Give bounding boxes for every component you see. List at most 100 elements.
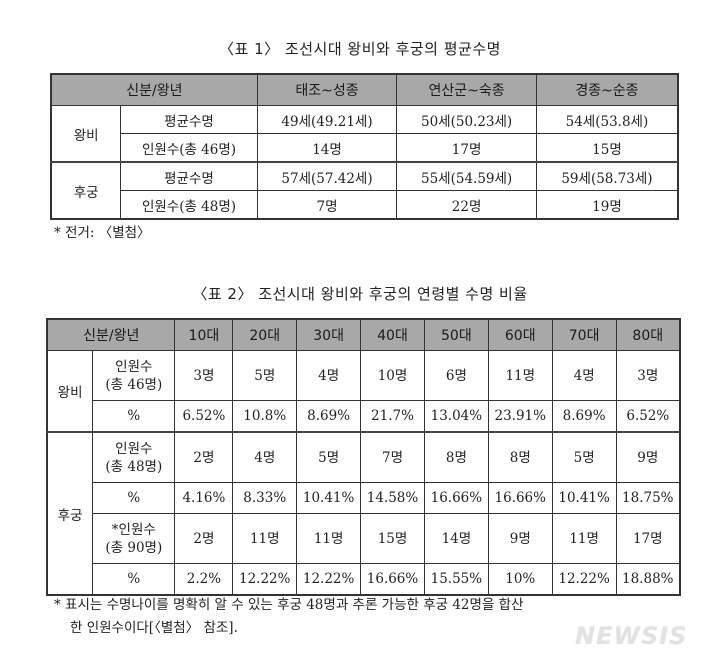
cell: 54세(53.8세) <box>535 105 679 134</box>
cell: 19명 <box>535 190 679 220</box>
cell: 23.91% <box>487 400 553 433</box>
cell: 4명 <box>232 431 298 483</box>
cell: 2.2% <box>174 563 234 596</box>
table2-lifespan-by-age: 신분/왕년 10대 20대 30대 40대 50대 60대 70대 80대 왕비… <box>46 318 681 596</box>
cell: 14명 <box>256 133 398 163</box>
cell: 4명 <box>296 350 362 401</box>
header-70s: 70대 <box>551 318 617 351</box>
table-row: *인원수 (총 90명) 2명 11명 11명 15명 14명 9명 11명 1… <box>47 513 681 564</box>
cell: 3명 <box>174 350 234 401</box>
header-gyeongjong-sunjong: 경종~순종 <box>535 73 679 106</box>
table-row: 왕비 평균수명 49세(49.21세) 50세(50.23세) 54세(53.8… <box>50 105 679 163</box>
cell: 6명 <box>423 350 489 401</box>
header-status-reign: 신분/왕년 <box>46 318 176 351</box>
row-label: 평균수명 <box>120 105 258 134</box>
cell: 11명 <box>296 513 362 564</box>
cell: 5명 <box>551 431 617 483</box>
row-label-line1: *인원수 <box>111 521 156 538</box>
row-label-line1: 인원수 <box>115 358 153 375</box>
cell: 8.33% <box>232 482 298 514</box>
cell: 12.22% <box>296 563 362 596</box>
row-label: 인원수(총 46명) <box>120 133 258 163</box>
row-label-line2: (총 46명) <box>105 376 163 393</box>
cell: 8.69% <box>296 400 362 433</box>
row-label: % <box>92 400 176 433</box>
group-label-queen: 왕비 <box>50 105 122 163</box>
cell: 4.16% <box>174 482 234 514</box>
table1-title: 〈표 1〉 조선시대 왕비와 후궁의 평균수명 <box>219 40 501 58</box>
table-row: 인원수(총 46명) 14명 17명 15명 <box>51 133 679 163</box>
header-taejo-seongjong: 태조~성종 <box>256 73 398 106</box>
cell: 17명 <box>396 133 537 163</box>
cell: 17명 <box>615 513 681 564</box>
cell: 2명 <box>174 513 234 564</box>
cell: 16.66% <box>423 482 489 514</box>
table-row: % 2.2% 12.22% 12.22% 16.66% 15.55% 10% 1… <box>47 563 681 596</box>
table1-source-note: * 전거: 〈별첨〉 <box>54 225 151 241</box>
cell: 18.75% <box>615 482 681 514</box>
table2-title: 〈표 2〉 조선시대 왕비와 후궁의 연령별 수명 비율 <box>192 285 528 303</box>
cell: 8.69% <box>551 400 617 433</box>
row-label: 인원수 (총 48명) <box>92 431 176 483</box>
table-row: % 6.52% 10.8% 8.69% 21.7% 13.04% 23.91% … <box>47 400 681 433</box>
table-row: 후궁 인원수 (총 48명) 2명 4명 5명 7명 8명 8명 5명 9명 <box>46 431 681 596</box>
cell: 3명 <box>615 350 681 401</box>
cell: 59세(58.73세) <box>535 161 679 191</box>
cell: 18.88% <box>615 563 681 596</box>
cell: 10% <box>487 563 553 596</box>
cell: 14명 <box>423 513 489 564</box>
cell: 10.8% <box>232 400 298 433</box>
cell: 49세(49.21세) <box>256 105 398 134</box>
cell: 6.52% <box>615 400 681 433</box>
table2-footnote-line2: 한 인원수이다[〈별첨〉 참조]. <box>70 620 238 636</box>
newsis-watermark-logo: NEWSIS <box>575 622 688 650</box>
cell: 21.7% <box>360 400 425 433</box>
cell: 14.58% <box>360 482 425 514</box>
header-50s: 50대 <box>423 318 489 351</box>
group-label-queen: 왕비 <box>46 350 94 433</box>
group-label-concubine: 후궁 <box>46 431 94 596</box>
cell: 15명 <box>535 133 679 163</box>
table-row: 후궁 평균수명 57세(57.42세) 55세(54.59세) 59세(58.7… <box>50 161 679 220</box>
row-label: 인원수 (총 46명) <box>92 350 176 401</box>
row-label: 평균수명 <box>120 161 258 191</box>
cell: 9명 <box>615 431 681 483</box>
cell: 13.04% <box>423 400 489 433</box>
row-label: 인원수(총 48명) <box>120 190 258 220</box>
table1-header-row: 신분/왕년 태조~성종 연산군~숙종 경종~순종 <box>50 73 679 106</box>
table-row: 왕비 인원수 (총 46명) 3명 5명 4명 10명 6명 11명 4명 3명 <box>46 350 681 433</box>
cell: 50세(50.23세) <box>396 105 537 134</box>
row-label: % <box>92 563 176 596</box>
header-30s: 30대 <box>296 318 362 351</box>
header-20s: 20대 <box>232 318 298 351</box>
cell: 16.66% <box>360 563 425 596</box>
cell: 7명 <box>360 431 425 483</box>
cell: 10.41% <box>551 482 617 514</box>
cell: 55세(54.59세) <box>396 161 537 191</box>
group-label-concubine: 후궁 <box>50 161 122 220</box>
cell: 6.52% <box>174 400 234 433</box>
cell: 15.55% <box>423 563 489 596</box>
header-80s: 80대 <box>615 318 681 351</box>
cell: 5명 <box>232 350 298 401</box>
cell: 5명 <box>296 431 362 483</box>
cell: 7명 <box>256 190 398 220</box>
table-row: % 4.16% 8.33% 10.41% 14.58% 16.66% 16.66… <box>47 482 681 514</box>
row-label-line2: (총 90명) <box>105 539 163 556</box>
table1-average-lifespan: 신분/왕년 태조~성종 연산군~숙종 경종~순종 왕비 평균수명 49세(49.… <box>50 73 679 220</box>
header-10s: 10대 <box>174 318 234 351</box>
cell: 57세(57.42세) <box>256 161 398 191</box>
header-60s: 60대 <box>487 318 553 351</box>
cell: 8명 <box>423 431 489 483</box>
row-label: % <box>92 482 176 514</box>
header-status-reign: 신분/왕년 <box>50 73 258 106</box>
row-label: *인원수 (총 90명) <box>92 513 176 564</box>
cell: 22명 <box>396 190 537 220</box>
table2-footnote-line1: * 표시는 수명나이를 명확히 알 수 있는 후궁 48명과 추론 가능한 후궁… <box>54 597 524 613</box>
cell: 2명 <box>174 431 234 483</box>
header-40s: 40대 <box>360 318 425 351</box>
cell: 11명 <box>551 513 617 564</box>
cell: 9명 <box>487 513 553 564</box>
header-yeonsangun-sukjong: 연산군~숙종 <box>396 73 537 106</box>
cell: 4명 <box>551 350 617 401</box>
